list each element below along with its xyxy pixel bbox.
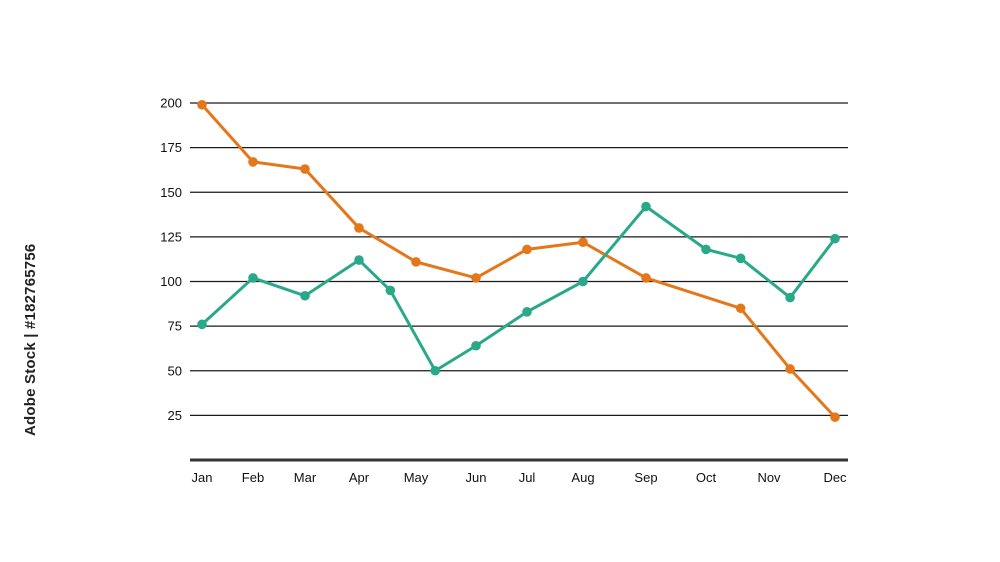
- series-line-2: [200, 205, 837, 373]
- data-point-series-1: [785, 364, 795, 374]
- x-tick-label: Feb: [242, 470, 264, 485]
- x-tick-label: Mar: [294, 470, 317, 485]
- data-point-series-2: [785, 292, 795, 303]
- y-tick-label: 25: [168, 408, 182, 423]
- data-point-series-1: [411, 257, 421, 267]
- data-point-series-2: [354, 255, 364, 265]
- data-point-series-2: [197, 319, 207, 330]
- data-point-series-2: [522, 307, 532, 317]
- data-point-series-2: [701, 244, 711, 255]
- y-tick-label: 50: [168, 363, 182, 378]
- x-tick-label: Jun: [466, 470, 487, 485]
- data-point-series-1: [197, 99, 207, 110]
- data-point-series-1: [471, 273, 481, 283]
- data-point-series-1: [522, 244, 532, 255]
- data-point-series-1: [641, 273, 651, 283]
- y-tick-label: 125: [160, 229, 182, 244]
- data-point-series-1: [248, 157, 258, 167]
- x-tick-label: Jul: [519, 470, 536, 485]
- data-point-series-2: [578, 276, 588, 287]
- data-point-series-1: [300, 164, 310, 174]
- y-tick-label: 175: [160, 140, 182, 155]
- x-tick-label: Nov: [757, 470, 781, 485]
- x-tick-label: Oct: [696, 470, 717, 485]
- series-line-1: [200, 103, 837, 419]
- data-point-series-2: [430, 365, 441, 376]
- stock-watermark: Adobe Stock | #182765756: [22, 243, 39, 436]
- x-tick-label: May: [404, 470, 429, 485]
- y-tick-label: 100: [160, 274, 182, 289]
- data-point-series-1: [578, 237, 588, 248]
- y-tick-label: 150: [160, 185, 182, 200]
- data-point-series-2: [830, 233, 840, 244]
- data-point-series-2: [385, 285, 396, 296]
- data-point-series-2: [471, 340, 481, 351]
- y-axis-ticks: 25 50 75 100 125 150 175 200: [160, 96, 182, 423]
- x-tick-label: Jan: [192, 470, 213, 485]
- data-point-series-2: [248, 273, 258, 283]
- y-tick-label: 200: [160, 96, 182, 111]
- series-group: [197, 99, 840, 422]
- x-tick-label: Apr: [349, 470, 370, 485]
- data-point-series-1: [735, 303, 746, 314]
- data-point-series-2: [641, 201, 651, 212]
- x-tick-label: Sep: [634, 470, 657, 485]
- data-point-series-2: [300, 290, 310, 301]
- y-tick-label: 75: [168, 319, 182, 334]
- data-point-series-1: [354, 223, 364, 233]
- x-tick-label: Dec: [823, 470, 847, 485]
- gridlines: [190, 102, 848, 462]
- x-tick-label: Aug: [571, 470, 594, 485]
- x-axis-ticks: Jan Feb Mar Apr May Jun Jul Aug Sep Oct Nov Dec: [192, 470, 848, 485]
- data-point-series-1: [830, 412, 840, 422]
- data-point-series-2: [735, 253, 746, 264]
